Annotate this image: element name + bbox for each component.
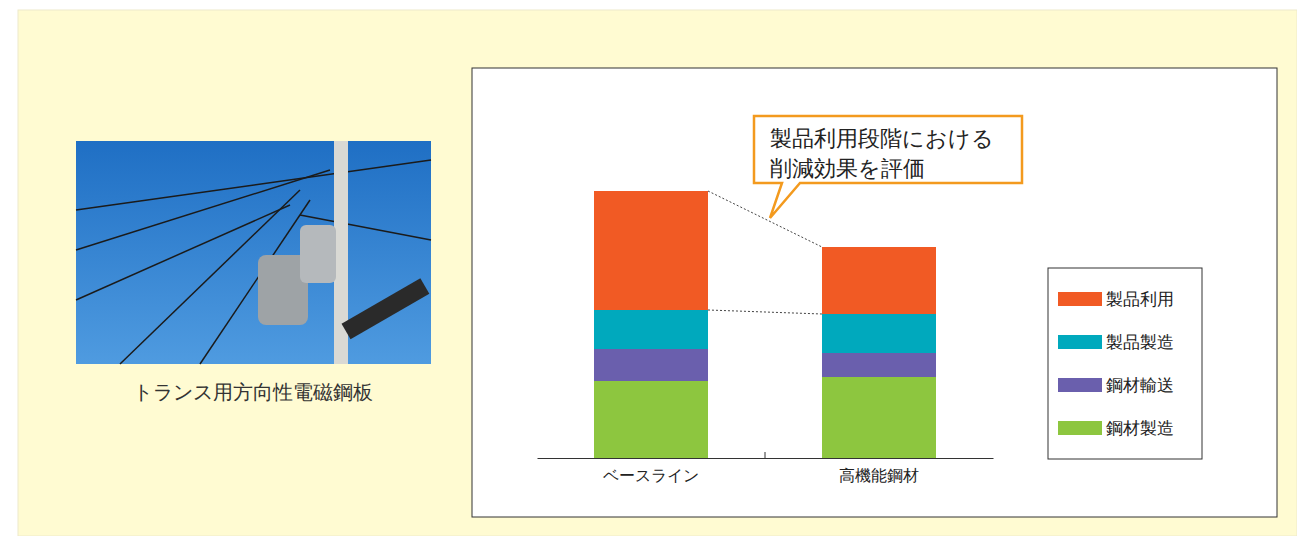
legend-swatch (1058, 335, 1102, 349)
bar-segment (822, 353, 936, 377)
bar-segment (822, 247, 936, 314)
bar-segment (594, 310, 708, 349)
tick-label: ベースライン (603, 467, 699, 484)
legend-label: 製品利用 (1106, 290, 1174, 309)
legend-label: 鋼材製造 (1106, 419, 1174, 438)
plot-frame (472, 68, 1277, 517)
tick: ベースライン (603, 458, 699, 484)
photo-wire (76, 160, 431, 210)
photo-cable (342, 278, 430, 339)
connector (708, 191, 822, 247)
tick-label: 高機能鋼材 (839, 467, 919, 484)
photo (76, 141, 431, 364)
photo-wire (76, 170, 330, 250)
callout: 製品利用段階における削減効果を評価 (754, 116, 1022, 218)
photo-transformer (300, 225, 336, 283)
photo-sky (76, 141, 431, 364)
connector (708, 310, 822, 314)
x-axis: ベースライン 高機能鋼材 (538, 458, 994, 484)
legend-label: 鋼材輸送 (1106, 376, 1174, 395)
photo-wire (76, 205, 290, 300)
tick: 高機能鋼材 (839, 458, 919, 484)
caption: トランス用方向性電磁鋼板 (133, 381, 373, 403)
bar-segment (594, 349, 708, 381)
separator (765, 452, 766, 458)
legend-box (1048, 268, 1202, 459)
panel (18, 10, 1297, 536)
canvas: トランス用方向性電磁鋼板ベースライン 高機能鋼材 製品利用段階における削減効果を評価… (0, 0, 1297, 536)
annotation: 製品利用段階における (770, 126, 994, 151)
bar-segment (594, 381, 708, 458)
legend-label: 製品製造 (1106, 333, 1174, 352)
legend: 製品利用製品製造鋼材輸送鋼材製造 (1048, 268, 1202, 459)
bars (594, 191, 936, 458)
bar-segment (594, 191, 708, 310)
photo-wire (200, 200, 310, 364)
bar-segment (822, 377, 936, 458)
callout-box (754, 116, 1022, 218)
bar-segment (822, 314, 936, 353)
annotation: 削減効果を評価 (770, 156, 925, 181)
legend-swatch (1058, 421, 1102, 435)
legend-swatch (1058, 292, 1102, 306)
axis-line (538, 458, 994, 459)
legend-swatch (1058, 378, 1102, 392)
